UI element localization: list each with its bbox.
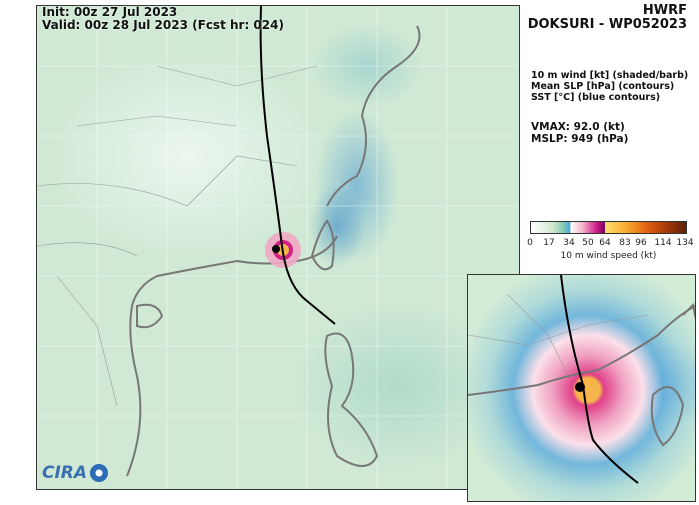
colorbar-tick: 17 (543, 238, 555, 248)
inset-hurricane-symbol (575, 382, 585, 392)
forecast-times: Init: 00z 27 Jul 2023 Valid: 00z 28 Jul … (42, 6, 284, 32)
legend-sst: SST [°C] (blue contours) (531, 92, 661, 103)
colorbar-label: 10 m wind speed (kt) (560, 251, 657, 261)
valid-time: Valid: 00z 28 Jul 2023 (Fcst hr: 024) (42, 18, 284, 32)
colorbar-tick: 134 (676, 238, 694, 248)
mslp: MSLP: 949 (hPa) (531, 133, 629, 145)
inset-map[interactable] (467, 274, 696, 502)
map-overlay (37, 6, 519, 489)
plot-title: HWRF DOKSURI - WP052023 (528, 4, 687, 32)
colorbar-tick: 34 (563, 238, 575, 248)
colorbar-tick: 83 (619, 238, 631, 248)
logo-text: CIRA (42, 463, 88, 483)
cira-logo: CIRA (42, 463, 109, 483)
storm-track (259, 6, 336, 325)
legend-wind: 10 m wind [kt] (shaded/barb) (531, 70, 689, 81)
globe-icon (90, 464, 109, 482)
inset-overlay (468, 275, 695, 484)
inset-coastline (468, 302, 695, 447)
colorbar-tick: 64 (599, 238, 611, 248)
colorbar-tick: 50 (582, 238, 594, 248)
colorbar (530, 221, 687, 234)
colorbar-tick: 114 (654, 238, 672, 248)
field-legend: 10 m wind [kt] (shaded/barb) Mean SLP [h… (531, 70, 688, 103)
colorbar-tick: 96 (635, 238, 647, 248)
borders (37, 65, 318, 407)
vmax: VMAX: 92.0 (kt) (531, 121, 625, 133)
colorbar-tick: 0 (527, 238, 533, 248)
legend-slp: Mean SLP [hPa] (contours) (531, 81, 675, 92)
model-name: HWRF (642, 3, 687, 18)
hurricane-symbol (272, 245, 280, 253)
main-map[interactable] (36, 5, 520, 490)
storm-name: DOKSURI - WP052023 (527, 17, 687, 32)
init-time: Init: 00z 27 Jul 2023 (42, 5, 178, 19)
storm-stats: VMAX: 92.0 (kt) MSLP: 949 (hPa) (531, 121, 628, 145)
inset-storm-track (560, 275, 639, 484)
